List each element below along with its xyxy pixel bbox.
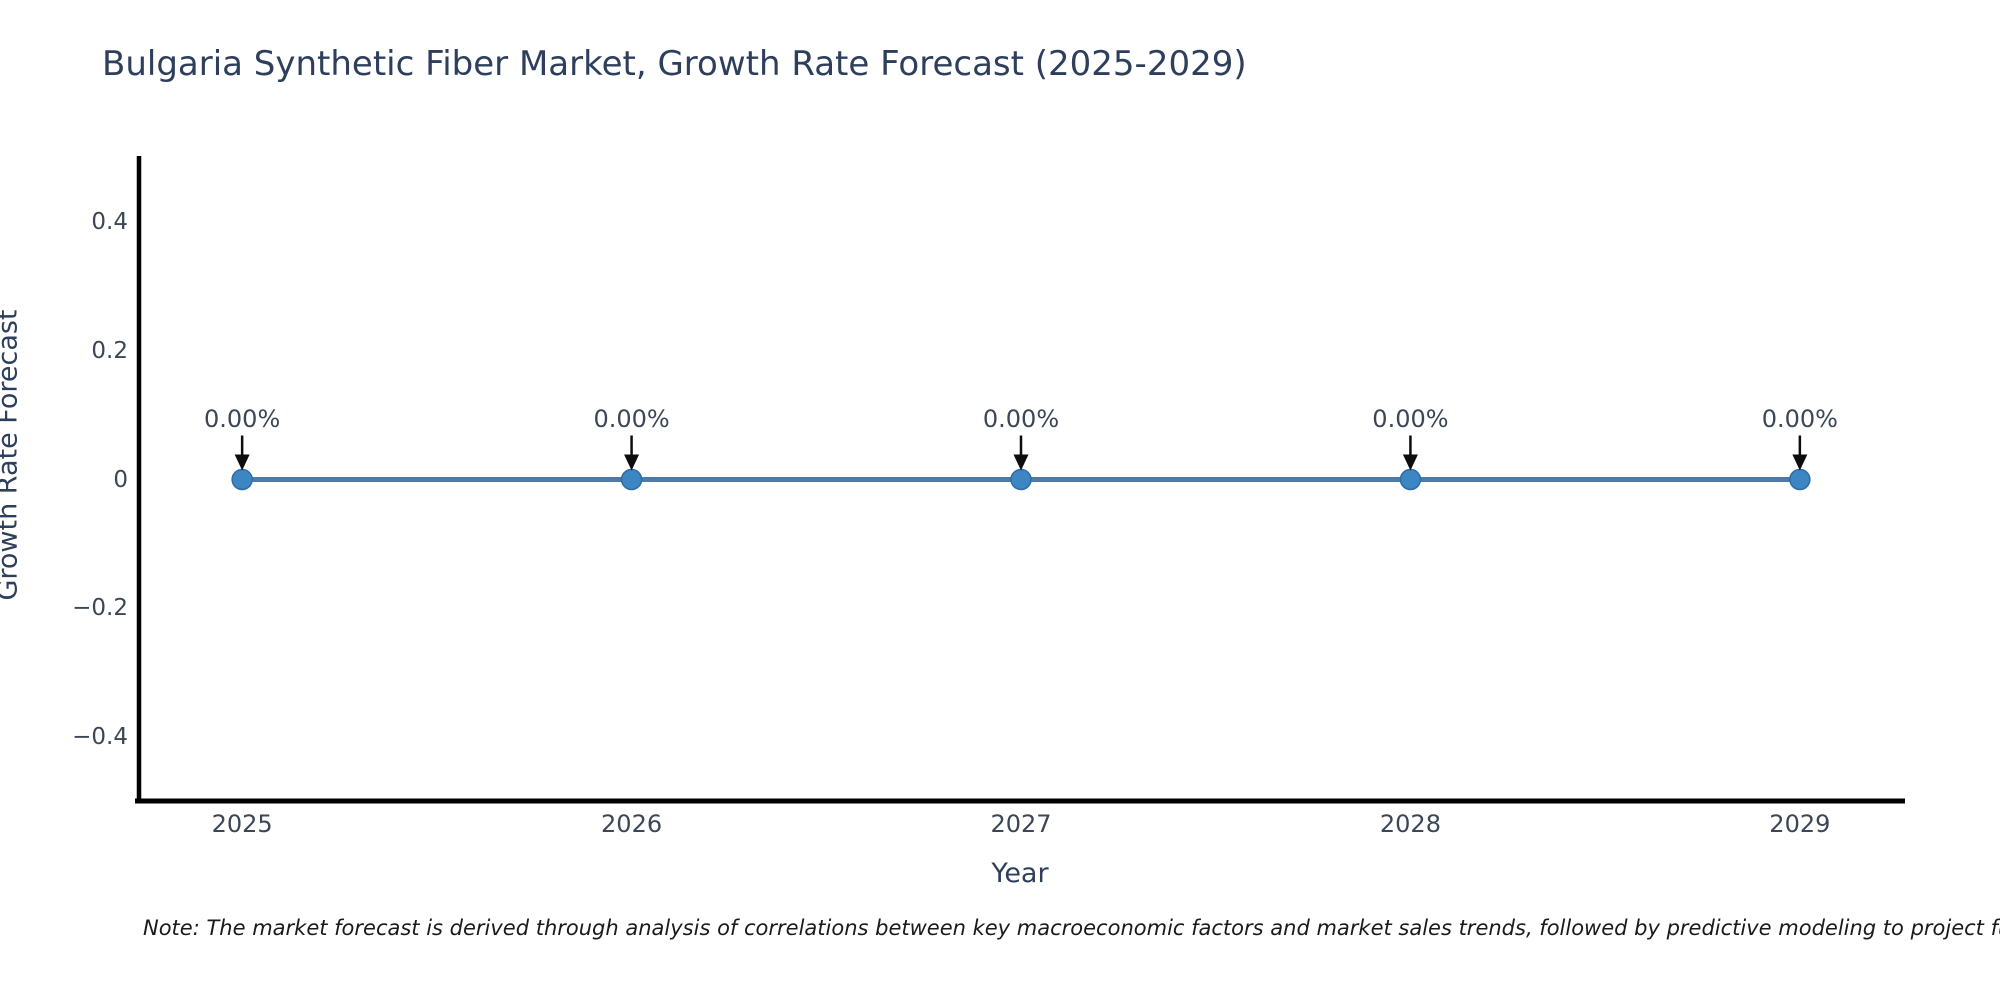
y-tick-label: 0.2 — [91, 337, 128, 364]
annotation-arrowhead — [1013, 454, 1029, 471]
annotation-label: 0.00% — [1761, 404, 1838, 433]
annotation-arrowhead — [1402, 454, 1418, 471]
y-tick-label: −0.2 — [72, 595, 128, 622]
annotation-label: 0.00% — [1372, 404, 1449, 433]
x-tick-label: 2027 — [990, 810, 1052, 838]
y-tick-label: 0.4 — [91, 209, 128, 236]
x-tick-label: 2029 — [1769, 810, 1831, 838]
x-axis-title: Year — [991, 858, 1049, 889]
chart-title: Bulgaria Synthetic Fiber Market, Growth … — [102, 44, 1247, 84]
annotation-label: 0.00% — [593, 404, 670, 433]
annotation-label: 0.00% — [204, 404, 281, 433]
annotation-arrowhead — [1792, 454, 1808, 471]
footnote: Note: The market forecast is derived thr… — [143, 916, 2000, 940]
data-point-marker — [1399, 468, 1422, 491]
x-tick-label: 2025 — [211, 810, 273, 838]
x-tick-label: 2026 — [601, 810, 663, 838]
data-point-marker — [231, 468, 253, 491]
data-point-marker — [1789, 468, 1811, 491]
data-point-marker — [1010, 468, 1032, 491]
annotation-arrowhead — [624, 454, 640, 471]
x-tick-label: 2028 — [1379, 810, 1441, 838]
annotation-arrowhead — [234, 454, 250, 471]
y-tick-label: 0 — [113, 466, 128, 493]
data-point-marker — [620, 468, 643, 491]
annotation-label: 0.00% — [982, 404, 1060, 433]
y-tick-label: −0.4 — [72, 723, 128, 750]
